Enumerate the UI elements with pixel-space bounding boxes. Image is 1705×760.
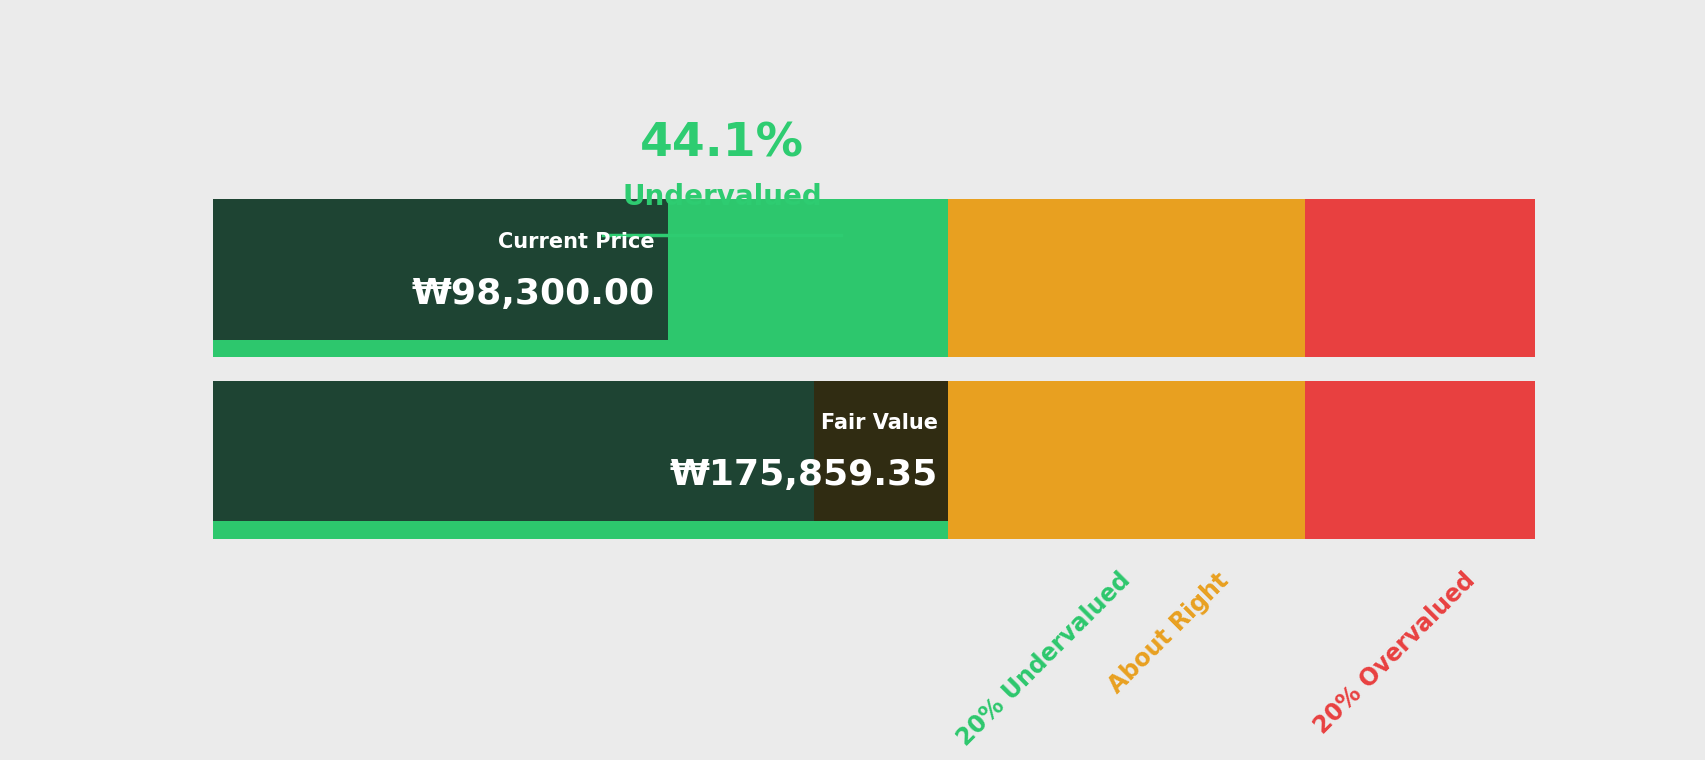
Bar [213,381,948,539]
Bar [1100,199,1304,357]
Bar [213,199,668,340]
Bar [948,199,1100,357]
Text: 20% Overvalued: 20% Overvalued [1308,568,1478,739]
Text: 20% Undervalued: 20% Undervalued [951,568,1134,751]
Bar [1100,381,1304,539]
Bar [813,381,948,521]
Bar [213,381,813,521]
Text: ₩175,859.35: ₩175,859.35 [668,458,938,492]
Bar [1304,381,1534,539]
Bar [948,381,1100,539]
Text: 44.1%: 44.1% [639,122,803,166]
Text: Undervalued: Undervalued [622,182,822,211]
Bar [213,199,948,357]
Text: About Right: About Right [1103,568,1233,698]
Text: Fair Value: Fair Value [820,413,938,433]
Text: ₩98,300.00: ₩98,300.00 [411,277,655,311]
Text: Current Price: Current Price [498,232,655,252]
Bar [1304,199,1534,357]
